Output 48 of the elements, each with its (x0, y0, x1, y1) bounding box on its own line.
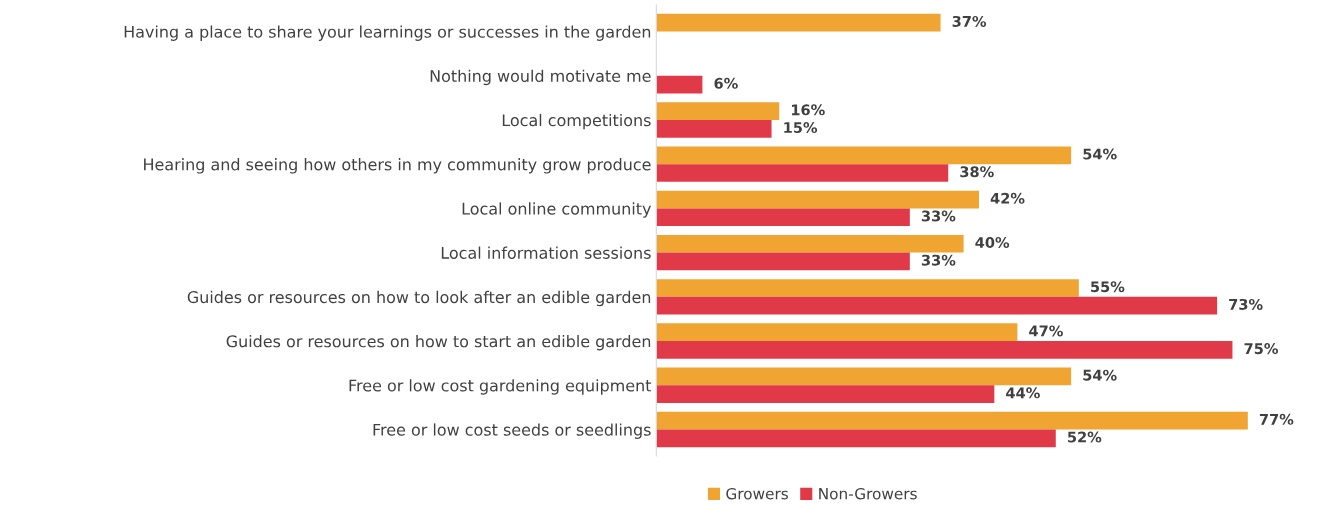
bar (656, 13, 941, 32)
bar (656, 429, 1056, 448)
bar (656, 208, 910, 227)
data-label: 42% (990, 192, 1025, 204)
bar (656, 252, 910, 271)
y-tick-label: Having a place to share your learnings or successes in the garden (124, 25, 651, 41)
y-tick-label: Free or low cost gardening equipment (349, 379, 652, 395)
y-tick-label: Free or low cost seeds or seedlings (373, 423, 651, 439)
bar (656, 119, 772, 138)
data-label: 33% (921, 254, 956, 266)
legend-label: Growers (726, 487, 788, 500)
y-tick-label: Local online community (462, 202, 651, 218)
legend-label: Non-Growers (819, 487, 917, 500)
data-label: 38% (960, 166, 994, 178)
data-label: 75% (1244, 343, 1279, 355)
bar (656, 411, 1248, 430)
data-label: 16% (791, 104, 825, 116)
y-tick-label: Hearing and seeing how others in my community grow produce (144, 158, 651, 174)
data-label: 52% (1068, 431, 1102, 443)
bar (656, 296, 1218, 315)
data-label: 47% (1029, 325, 1063, 337)
bar (656, 385, 995, 403)
y-tick-label: Local information sessions (441, 246, 651, 259)
data-label: 77% (1259, 413, 1294, 425)
data-label: 44% (1006, 387, 1040, 399)
data-label: 33% (921, 210, 956, 222)
bar (656, 75, 703, 94)
bar (656, 234, 964, 253)
data-label: 40% (975, 236, 1010, 249)
bar (656, 279, 1079, 297)
y-tick-label: Guides or resources on how to look after an edible garden (187, 290, 651, 307)
data-label: 73% (1229, 298, 1263, 310)
data-label: 54% (1083, 369, 1117, 381)
y-tick-label: Guides or resources on how to start an edible garden (226, 334, 651, 351)
bar (656, 190, 979, 209)
bar (656, 146, 1072, 165)
data-label: 55% (1091, 281, 1125, 293)
bar (656, 341, 1233, 359)
data-label: 54% (1083, 148, 1117, 160)
bar (656, 102, 780, 120)
y-tick-label: Local competitions (502, 113, 651, 130)
data-label: 6% (714, 77, 738, 89)
data-label: 15% (784, 122, 818, 134)
bar (656, 164, 949, 182)
bar (656, 323, 1018, 342)
data-label: 37% (952, 15, 987, 27)
bar (656, 367, 1072, 386)
y-tick-label: Nothing would motivate me (430, 69, 651, 86)
